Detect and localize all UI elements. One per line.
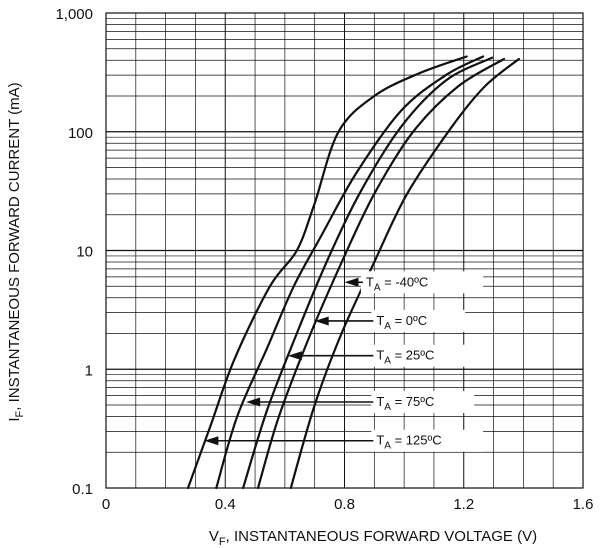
x-tick-label: 0.4	[215, 496, 236, 513]
annotation-0: TA = -40ºC	[344, 271, 484, 294]
annotation-2: TA = 25ºC	[287, 344, 475, 367]
annotation-3: TA = 75ºC	[246, 390, 475, 413]
annotation-box	[360, 271, 484, 294]
y-tick-label: 100	[68, 125, 93, 142]
annotation-arrowhead	[287, 351, 302, 361]
y-tick-label: 1	[85, 362, 93, 379]
series-line-2	[242, 56, 494, 490]
annotation-4: TA = 125ºC	[204, 429, 484, 452]
series-line-1	[215, 55, 485, 490]
annotation-1: TA = 0ºC	[314, 309, 466, 332]
y-axis-title: IF, INSTANTANEOUS FORWARD CURRENT (mA)	[6, 82, 26, 421]
x-tick-label: 0	[102, 496, 110, 513]
series-label-1: TA = 75ºC	[376, 394, 434, 413]
y-tick-labels: 0.1 1 10 100 1,000	[55, 6, 93, 498]
series-label-2: TA = 25ºC	[376, 348, 434, 367]
annotation-box	[371, 390, 475, 413]
annotation-box	[371, 344, 475, 367]
x-tick-labels: 0 0.4 0.8 1.2 1.6	[102, 496, 594, 513]
y-tick-label: 10	[76, 244, 93, 261]
x-tick-label: 1.6	[573, 496, 594, 513]
series-label-3: TA = 0ºC	[376, 313, 427, 332]
annotation-box	[371, 309, 466, 332]
y-tick-label: 0.1	[72, 481, 93, 498]
x-axis-title: VF, INSTANTANEOUS FORWARD VOLTAGE (V)	[209, 528, 537, 548]
series-line-0	[186, 55, 468, 490]
x-tick-label: 0.8	[334, 496, 355, 513]
annotation-box	[371, 429, 484, 452]
series-lines	[186, 55, 520, 490]
series-line-4	[289, 57, 520, 490]
x-tick-label: 1.2	[453, 496, 474, 513]
annotations: TA = -40ºC TA = 0ºC TA = 25ºC TA = 75ºC TA =…	[204, 271, 484, 452]
annotation-arrowhead	[314, 316, 329, 326]
annotation-arrowhead	[344, 277, 359, 287]
series-label-0: TA = 125ºC	[376, 433, 441, 452]
y-tick-label: 1,000	[55, 6, 93, 23]
annotation-arrowhead	[246, 397, 261, 407]
series-line-3	[256, 57, 506, 490]
annotation-arrowhead	[204, 436, 219, 446]
series-label-4: TA = -40ºC	[366, 274, 428, 293]
plot-frame	[105, 12, 584, 489]
